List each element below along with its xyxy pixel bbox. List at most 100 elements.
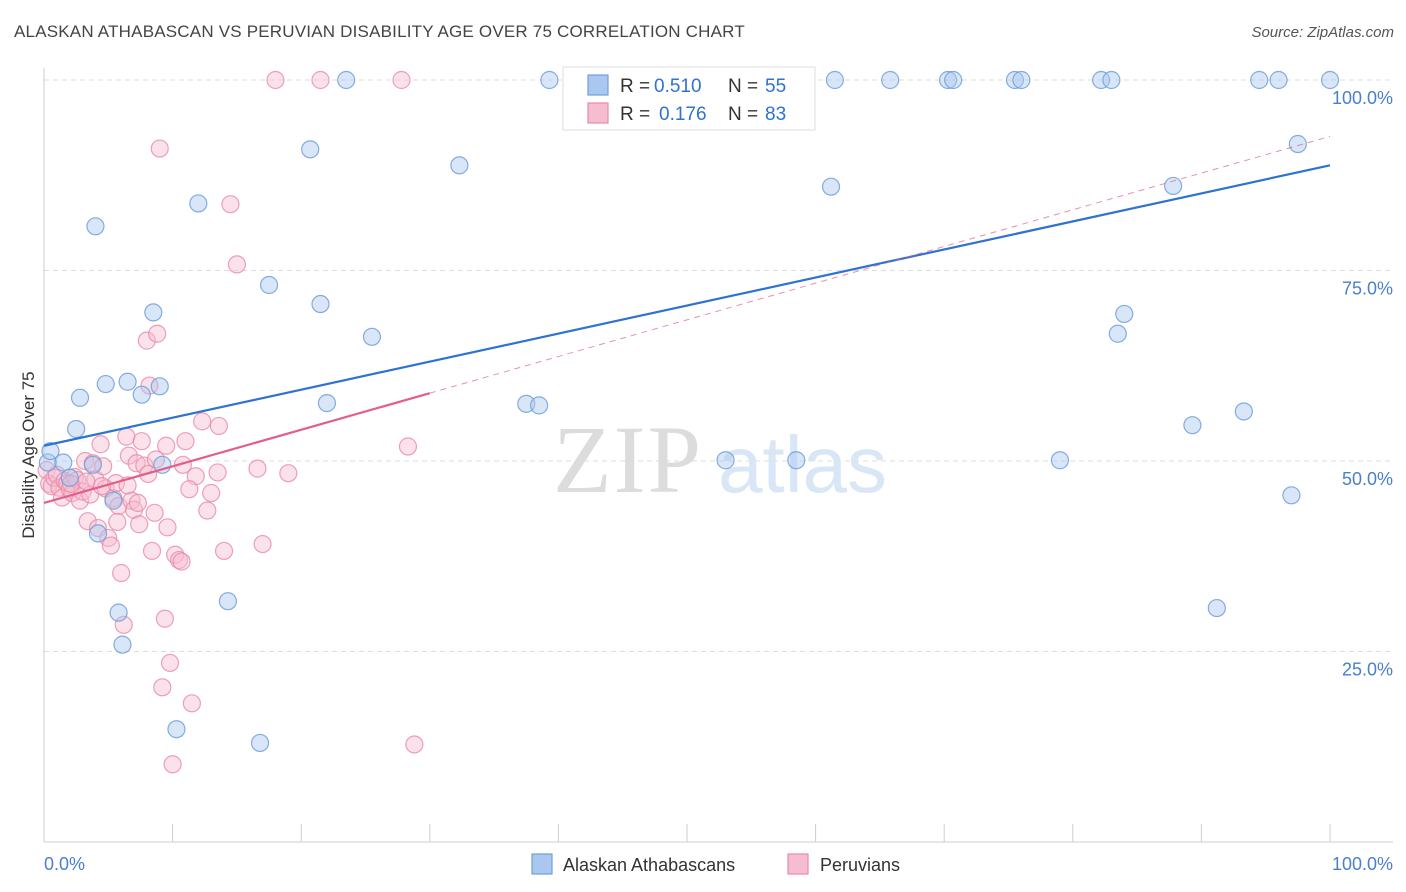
alaskan-athabascans-point [132, 385, 151, 404]
alaskan-athabascans-point [144, 303, 163, 322]
stats-blue-n-value: 55 [765, 76, 786, 97]
alaskan-athabascans-point [96, 374, 115, 394]
alaskan-athabascans-point [1183, 416, 1202, 435]
legend-pink-label[interactable]: Peruvians [820, 855, 900, 875]
peruvians-point [392, 70, 411, 90]
alaskan-athabascans-point [1050, 451, 1070, 470]
peruvians-point [163, 755, 182, 774]
peruvians-point [153, 678, 172, 697]
alaskan-athabascans-point [337, 70, 356, 90]
peruvians-point [117, 427, 136, 446]
watermark-zip: ZIP [553, 406, 703, 513]
alaskan-athabascans-point [1005, 70, 1025, 90]
peruvians-point [176, 432, 195, 451]
alaskan-athabascans-point [1102, 70, 1121, 90]
x-tick-label: 100.0% [1332, 854, 1393, 874]
alaskan-athabascans-point [821, 177, 841, 196]
legend-pink-swatch[interactable] [787, 853, 809, 875]
peruvians-point [405, 735, 424, 754]
alaskan-athabascans-point [938, 70, 958, 90]
peruvians-point [202, 483, 221, 503]
alaskan-athabascans-point [311, 294, 330, 314]
peruvians-point [221, 195, 240, 214]
alaskan-athabascans-point [67, 419, 86, 439]
peruvians-point [61, 474, 81, 493]
peruvians-point [279, 464, 298, 483]
y-tick-label: 50.0% [1342, 469, 1393, 489]
peruvians-point [227, 255, 246, 274]
peruvians-trend-extension [429, 135, 1331, 394]
stats-blue-r-value: 0.510 [654, 76, 702, 97]
alaskan-athabascans-point [104, 491, 123, 510]
alaskan-athabascans-trend-line [43, 164, 1331, 447]
alaskan-athabascans-point [362, 327, 382, 346]
stats-blue-swatch [587, 74, 609, 96]
alaskan-athabascans-point [83, 455, 102, 474]
alaskan-athabascans-point [825, 70, 844, 90]
peruvians-point [209, 416, 228, 436]
stats-blue-r-label: R = [620, 76, 650, 97]
stats-pink-swatch [587, 102, 609, 124]
alaskan-athabascans-point [250, 733, 270, 753]
peruvians-point [311, 70, 330, 90]
alaskan-athabascans-point [1115, 304, 1134, 324]
alaskan-athabascans-point [41, 441, 60, 461]
watermark-atlas: atlas [718, 420, 887, 509]
alaskan-athabascans-point [787, 451, 806, 470]
peruvians-point [248, 459, 267, 478]
peruvians-point [198, 501, 217, 520]
grid-lines [44, 79, 1393, 652]
alaskan-athabascans-point [317, 393, 337, 413]
peruvians-point [112, 563, 131, 583]
y-tick-label: 100.0% [1332, 88, 1393, 108]
peruvians-point [214, 541, 234, 561]
peruvians-point [137, 331, 156, 350]
source-credit: Source: ZipAtlas.com [1251, 24, 1394, 41]
alaskan-athabascans-point [218, 592, 237, 611]
legend-blue-swatch[interactable] [531, 853, 553, 875]
alaskan-athabascans-point [944, 70, 963, 90]
alaskan-athabascans-point [1282, 486, 1301, 505]
alaskan-athabascans-point [881, 70, 900, 90]
alaskan-athabascans-point [1320, 70, 1340, 90]
alaskan-athabascans-points [38, 70, 1340, 753]
alaskan-athabascans-point [530, 396, 549, 415]
alaskan-athabascans-point [1207, 598, 1226, 618]
peruvians-point [398, 437, 418, 456]
peruvians-point [101, 536, 120, 555]
alaskan-athabascans-point [189, 194, 208, 213]
alaskan-athabascans-point [259, 275, 279, 295]
alaskan-athabascans-point [1012, 70, 1031, 90]
peruvians-point [132, 432, 151, 451]
peruvians-point [157, 436, 176, 455]
peruvians-point [130, 515, 149, 534]
stats-legend: R = 0.510 N = 55 R = 0.176 N = 83 [562, 66, 816, 131]
peruvians-point [253, 534, 272, 554]
alaskan-athabascans-point [1234, 402, 1253, 421]
series-legend: Alaskan Athabascans Peruvians [531, 853, 900, 875]
watermark: ZIP atlas [553, 406, 887, 513]
alaskan-athabascans-point [1091, 70, 1111, 90]
legend-blue-label[interactable]: Alaskan Athabascans [563, 855, 735, 875]
peruvians-point [182, 694, 201, 713]
peruvians-point [140, 376, 159, 395]
peruvians-point [208, 463, 227, 482]
stats-pink-r-value: 0.176 [659, 104, 707, 125]
peruvians-point [108, 512, 127, 532]
peruvians-point [266, 70, 285, 90]
alaskan-athabascans-point [60, 468, 79, 487]
alaskan-athabascans-point [167, 720, 186, 739]
peruvians-point [193, 412, 212, 431]
peruvians-point [128, 493, 147, 513]
x-tick-label: 0.0% [44, 854, 85, 874]
y-tick-label: 25.0% [1342, 660, 1393, 680]
alaskan-athabascans-point [540, 70, 559, 90]
trend-lines [43, 135, 1331, 504]
peruvians-point [148, 324, 167, 343]
peruvians-point [77, 472, 96, 491]
peruvians-trend-line [43, 392, 431, 504]
peruvians-points [37, 70, 424, 774]
alaskan-athabascans-point [54, 453, 73, 472]
alaskan-athabascans-point [1108, 324, 1127, 343]
